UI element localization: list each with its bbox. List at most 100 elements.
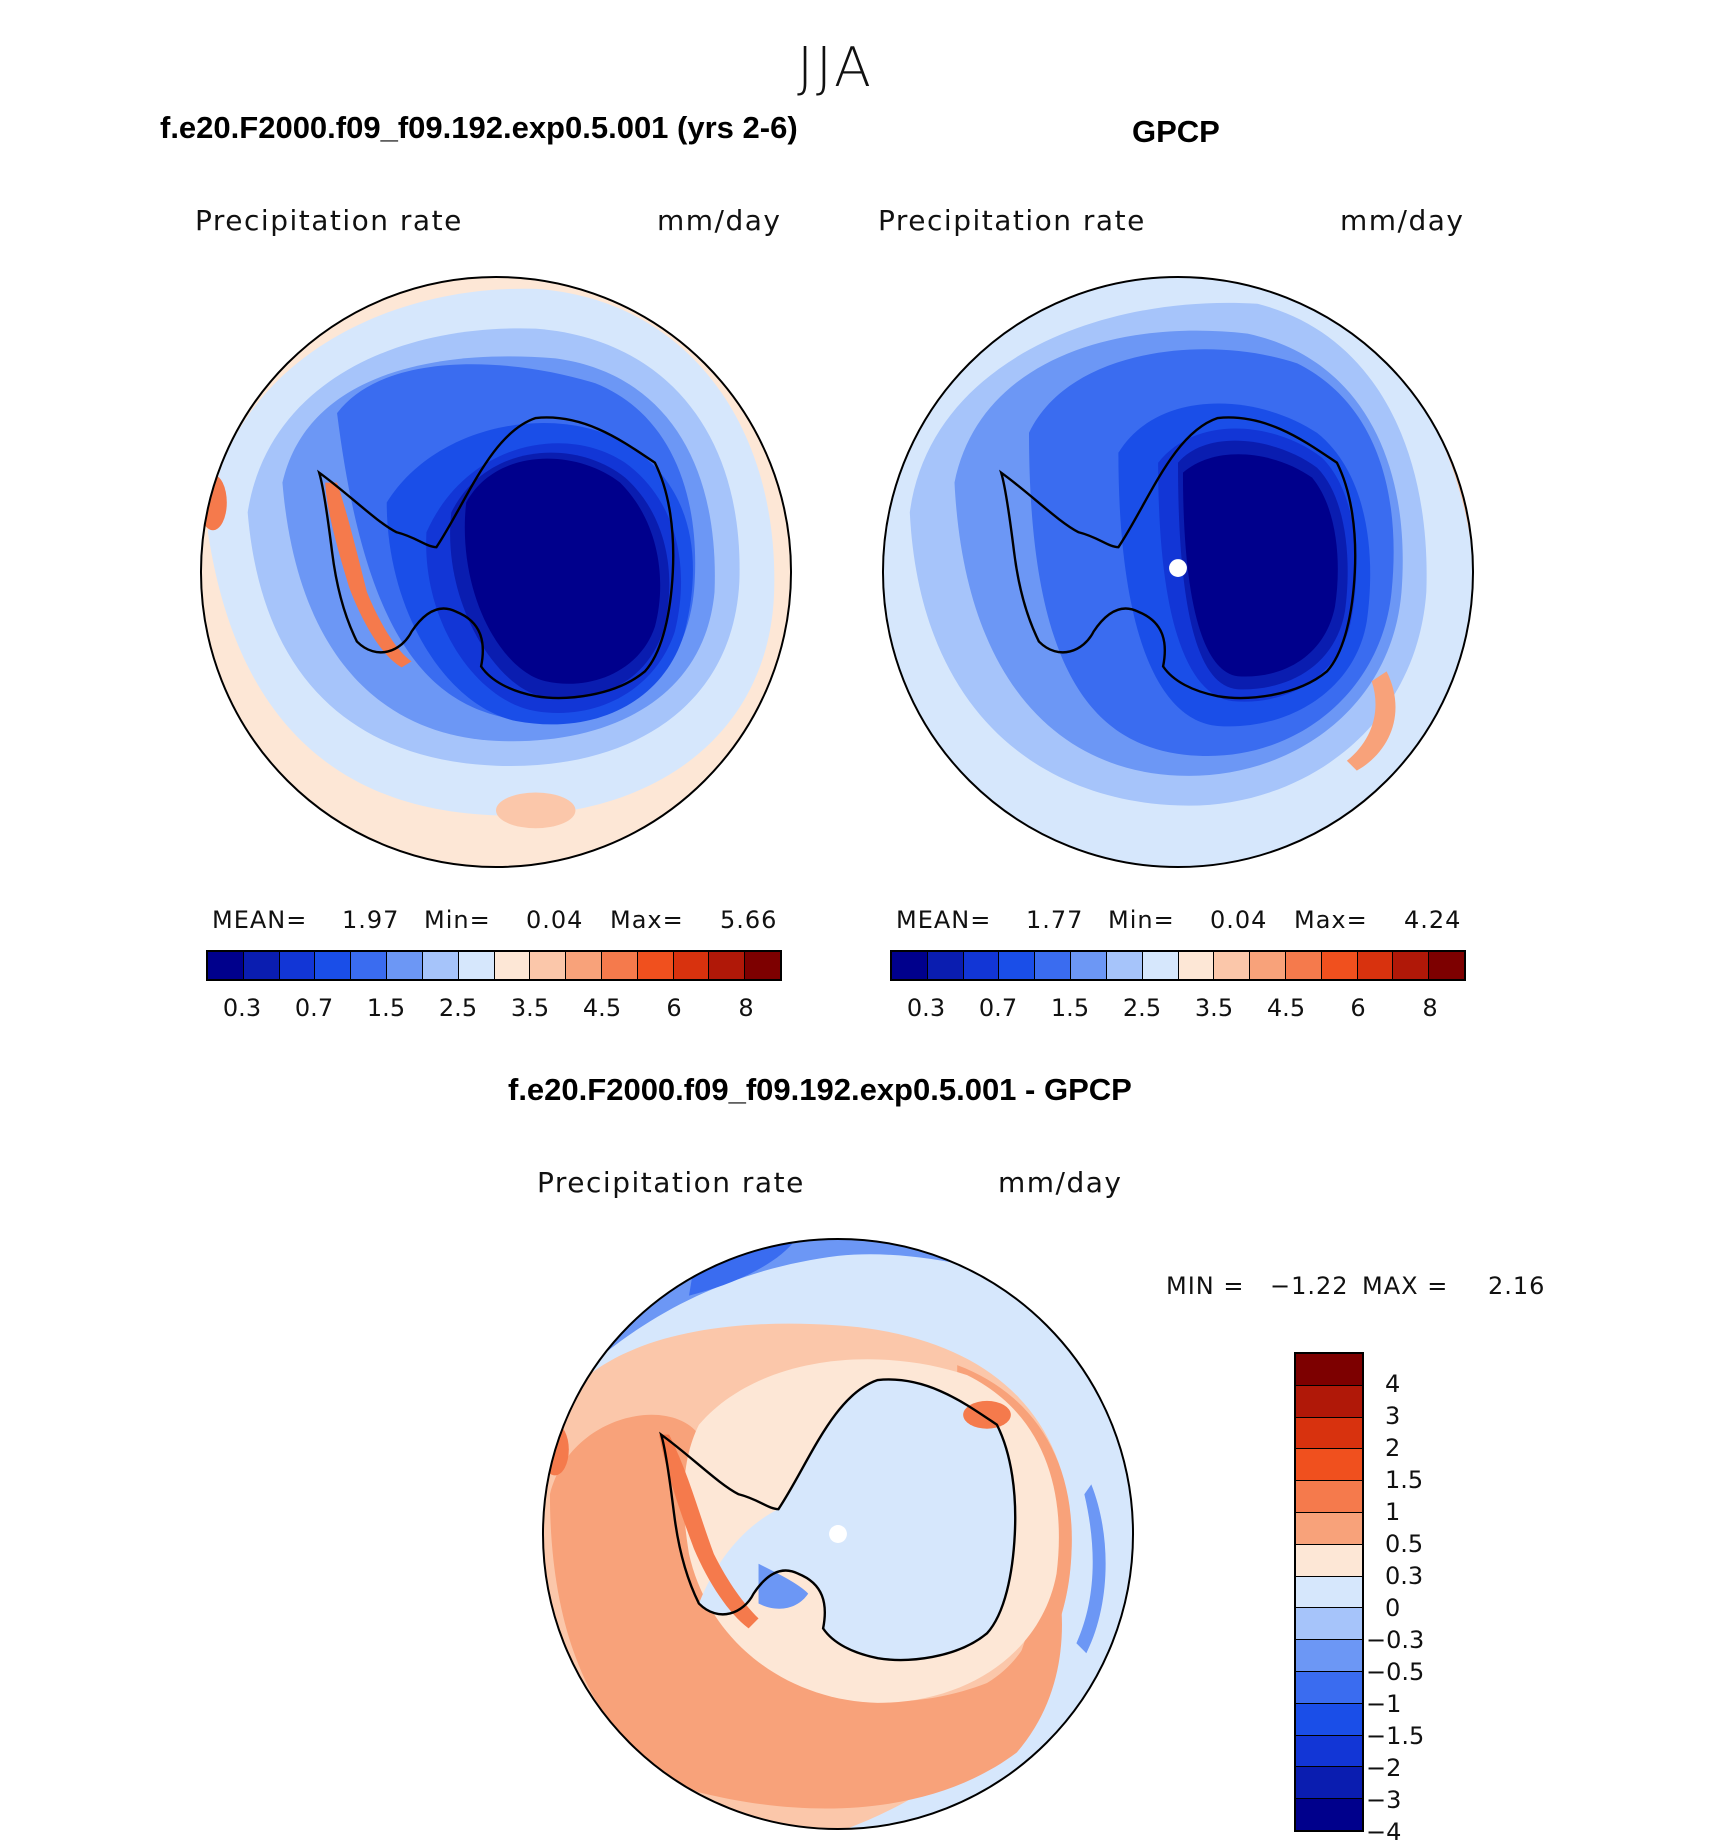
colorbar-swatch [1214,952,1251,979]
colorbar-swatch [1296,1799,1362,1830]
model-antarctica-coastline [317,416,675,700]
colorbar-swatch [566,952,602,979]
model-mean-label: MEAN= [212,906,308,934]
obs-max-value: 4.24 [1404,906,1462,934]
colorbar-swatch [1321,952,1358,979]
colorbar-swatch [1296,1481,1362,1513]
model-coast-red-streak [325,482,412,668]
model-min-value: 0.04 [526,906,584,934]
colorbar-tick-label: 0.3 [222,994,262,1022]
colorbar-swatch [927,952,964,979]
colorbar-tick-label: 1.5 [1050,994,1090,1022]
colorbar-swatch [1296,1608,1362,1641]
colorbar-swatch [1142,952,1179,979]
colorbar-tick-label: 3.5 [1194,994,1234,1022]
obs-mean-label: MEAN= [896,906,992,934]
diff-colorbar [1294,1352,1364,1832]
model-south-red-blob [496,792,576,829]
colorbar-tick-label: −0.5 [1366,1658,1425,1686]
diff-case-title: f.e20.F2000.f09_f09.192.exp0.5.001 - GPC… [508,1072,1132,1107]
colorbar-swatch [1296,1640,1362,1672]
colorbar-tick-label: 4 [1385,1370,1401,1398]
colorbar-tick-label: 0.7 [978,994,1018,1022]
colorbar-tick-label: 3.5 [510,994,550,1022]
colorbar-swatch [458,952,495,979]
obs-east-red-streak [1346,671,1396,771]
obs-antarctica-coastline [999,416,1357,700]
colorbar-swatch [892,952,928,979]
colorbar-swatch [1071,952,1107,979]
colorbar-swatch [1296,1417,1362,1450]
diff-east-blue-streak [1076,1484,1106,1654]
model-variable-label: Precipitation rate [195,204,463,237]
diff-red-ring-r3 [549,1414,1062,1809]
colorbar-tick-label: 8 [1422,994,1438,1022]
colorbar-swatch [1178,952,1215,979]
colorbar-swatch [422,952,459,979]
colorbar-swatch [601,952,638,979]
obs-max-label: Max= [1294,906,1368,934]
colorbar-swatch [1285,952,1322,979]
diff-max-label: MAX = [1362,1272,1449,1300]
colorbar-swatch [315,952,352,979]
colorbar-swatch [387,952,423,979]
colorbar-swatch [1393,952,1430,979]
colorbar-swatch [1296,1703,1362,1736]
colorbar-swatch [1296,1671,1362,1704]
colorbar-swatch [1035,952,1072,979]
model-edge-red-blob [200,474,227,531]
model-max-label: Max= [610,906,684,934]
diff-antarctica-coastline [659,1378,1017,1662]
colorbar-swatch [1250,952,1286,979]
obs-min-label: Min= [1108,906,1175,934]
colorbar-swatch [494,952,531,979]
colorbar-tick-label: 0.3 [1385,1562,1424,1590]
colorbar-tick-label: 8 [738,994,754,1022]
colorbar-tick-label: 6 [666,994,682,1022]
colorbar-tick-label: 6 [1350,994,1366,1022]
colorbar-swatch [1296,1385,1362,1418]
colorbar-swatch [1357,952,1394,979]
colorbar-swatch [1296,1767,1362,1800]
colorbar-tick-label: 0.5 [1385,1530,1424,1558]
colorbar-swatch [351,952,388,979]
colorbar-swatch [999,952,1036,979]
colorbar-swatch [243,952,280,979]
colorbar-tick-label: 3 [1385,1402,1401,1430]
diff-pole-dot [829,1525,847,1543]
diff-north-blue-band [542,1238,1134,1415]
colorbar-tick-label: 1 [1385,1498,1401,1526]
colorbar-swatch [1429,952,1464,979]
diff-polar-map [541,1237,1135,1831]
diff-ne-red-blob [963,1400,1011,1429]
obs-units-label: mm/day [1340,204,1465,237]
colorbar-tick-label: −2 [1366,1754,1402,1782]
model-mean-value: 1.97 [342,906,400,934]
colorbar-tick-label: −0.3 [1366,1626,1425,1654]
colorbar-tick-label: 0.3 [906,994,946,1022]
colorbar-tick-label: 1.5 [1385,1466,1424,1494]
diff-min-label: MIN = [1166,1272,1245,1300]
model-case-title: f.e20.F2000.f09_f09.192.exp0.5.001 (yrs … [160,110,798,145]
colorbar-tick-label: 0 [1385,1594,1401,1622]
colorbar-tick-label: 4.5 [582,994,622,1022]
model-colorbar [206,950,782,981]
diff-peninsula-red [659,1434,759,1629]
colorbar-swatch [1296,1544,1362,1577]
colorbar-tick-label: −1 [1366,1690,1402,1718]
colorbar-swatch [745,952,780,979]
colorbar-swatch [1296,1735,1362,1768]
obs-case-title: GPCP [1132,114,1220,149]
colorbar-tick-label: 2.5 [438,994,478,1022]
colorbar-swatch [530,952,567,979]
colorbar-swatch [1296,1512,1362,1545]
obs-mean-value: 1.77 [1026,906,1084,934]
colorbar-tick-label: 4.5 [1266,994,1306,1022]
obs-band-d1 [1182,454,1338,677]
colorbar-tick-label: 2.5 [1122,994,1162,1022]
obs-variable-label: Precipitation rate [878,204,1146,237]
colorbar-swatch [1296,1354,1362,1386]
colorbar-tick-label: 1.5 [366,994,406,1022]
diff-antarctica-b8 [698,1379,1016,1660]
obs-min-value: 0.04 [1210,906,1268,934]
